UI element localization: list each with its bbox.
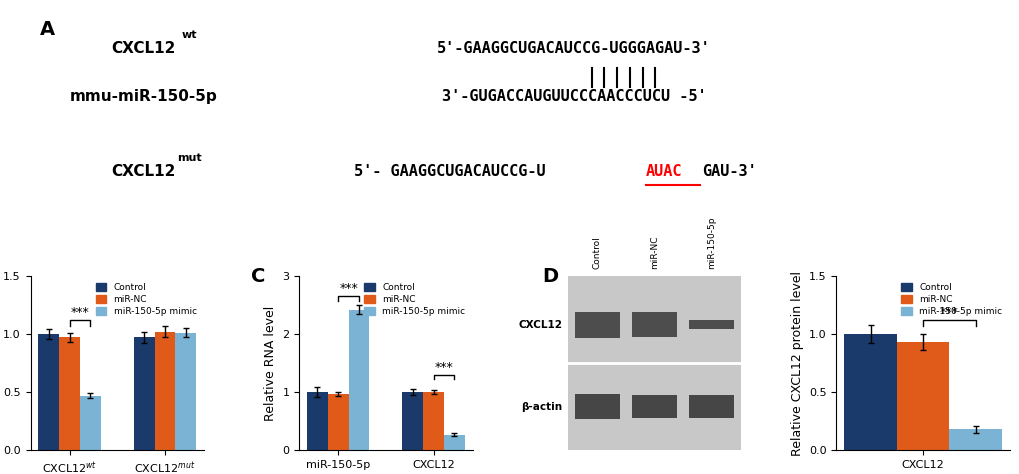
Text: ***: *** bbox=[434, 361, 452, 374]
Bar bbox=[133, 337, 154, 450]
Text: AUAC: AUAC bbox=[645, 164, 682, 179]
Bar bbox=[844, 334, 896, 450]
Text: mut: mut bbox=[176, 153, 202, 163]
Bar bbox=[175, 333, 196, 450]
Legend: Control, miR-NC, miR-150-5p mimic: Control, miR-NC, miR-150-5p mimic bbox=[93, 280, 199, 319]
Bar bbox=[689, 320, 734, 329]
Bar bbox=[348, 310, 369, 450]
Legend: Control, miR-NC, miR-150-5p mimic: Control, miR-NC, miR-150-5p mimic bbox=[361, 280, 468, 319]
Text: 5'-GAAGGCUGACAUCCG-UGGGAGAU-3': 5'-GAAGGCUGACAUCCG-UGGGAGAU-3' bbox=[437, 41, 710, 56]
Y-axis label: Relative CXCL12 protein level: Relative CXCL12 protein level bbox=[790, 271, 803, 456]
Bar bbox=[443, 435, 465, 450]
Bar bbox=[79, 396, 101, 450]
Text: A: A bbox=[41, 20, 55, 39]
Text: 3'-GUGACCAUGUUCCCAACCCUCU -5': 3'-GUGACCAUGUUCCCAACCCUCU -5' bbox=[441, 89, 706, 104]
Text: CXCL12: CXCL12 bbox=[518, 319, 562, 329]
Bar bbox=[59, 337, 79, 450]
Bar bbox=[39, 334, 59, 450]
Text: D: D bbox=[541, 267, 557, 286]
Text: ***: *** bbox=[339, 282, 358, 295]
Text: GAU-3': GAU-3' bbox=[702, 164, 756, 179]
Text: ***: *** bbox=[940, 306, 958, 319]
Text: mmu-miR-150-5p: mmu-miR-150-5p bbox=[69, 89, 217, 104]
Text: CXCL12: CXCL12 bbox=[111, 164, 175, 179]
Text: miR-150-5p: miR-150-5p bbox=[706, 216, 715, 269]
Text: ***: *** bbox=[70, 306, 90, 319]
Y-axis label: Relative RNA level: Relative RNA level bbox=[264, 305, 276, 420]
Bar bbox=[307, 392, 327, 450]
Bar bbox=[949, 429, 1001, 450]
Bar bbox=[632, 395, 677, 418]
Text: CXCL12: CXCL12 bbox=[111, 41, 175, 56]
Bar bbox=[689, 395, 734, 418]
Bar bbox=[575, 394, 620, 419]
Legend: Control, miR-NC, miR-150-5p mimic: Control, miR-NC, miR-150-5p mimic bbox=[898, 280, 1005, 319]
Text: C: C bbox=[251, 267, 265, 286]
Bar bbox=[423, 392, 443, 450]
Bar bbox=[327, 394, 348, 450]
Bar bbox=[632, 312, 677, 337]
Text: 5'- GAAGGCUGACAUCCG-U: 5'- GAAGGCUGACAUCCG-U bbox=[354, 164, 545, 179]
Text: β-actin: β-actin bbox=[521, 401, 562, 412]
Bar bbox=[896, 342, 949, 450]
Text: Control: Control bbox=[592, 236, 601, 269]
Text: wt: wt bbox=[181, 30, 197, 40]
Text: miR-NC: miR-NC bbox=[649, 235, 658, 269]
Bar bbox=[403, 392, 423, 450]
Bar bbox=[575, 311, 620, 338]
Bar bbox=[154, 332, 175, 450]
